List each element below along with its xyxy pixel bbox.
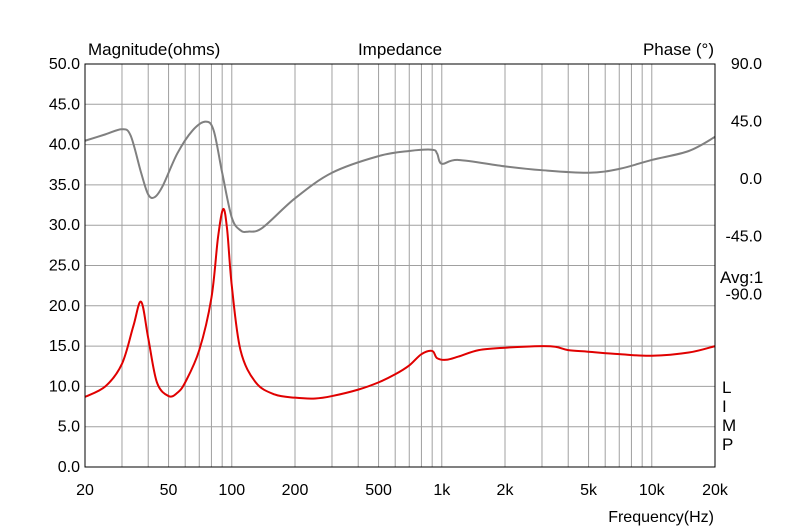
side-label-m: M xyxy=(722,416,736,435)
x-tick-label: 10k xyxy=(639,482,666,499)
impedance-line xyxy=(84,208,716,400)
x-tick-label: 20k xyxy=(702,482,729,499)
x-tick-label: 20 xyxy=(76,482,94,499)
x-tick-label: 2k xyxy=(497,482,515,499)
y-axis-title: Magnitude(ohms) xyxy=(88,40,220,59)
x-axis-title: Frequency(Hz) xyxy=(608,509,714,526)
y2-tick-label: -90.0 xyxy=(726,286,763,303)
y-tick-label: 50.0 xyxy=(49,56,80,73)
x-tick-label: 1k xyxy=(433,482,451,499)
side-label-i: I xyxy=(722,397,727,416)
chart-title: Impedance xyxy=(358,40,442,59)
tick-labels: 0.0 5.0 10.0 15.0 20.0 25.0 30.0 35.0 40.0 45.0 50… xyxy=(49,56,762,499)
y2-tick-label: 45.0 xyxy=(731,114,762,131)
side-label-l: L xyxy=(722,378,731,397)
y-tick-label: 45.0 xyxy=(49,96,80,113)
y2-axis-title: Phase (°) xyxy=(643,40,714,59)
x-tick-label: 500 xyxy=(365,482,392,499)
grid xyxy=(85,63,715,468)
y2-tick-label: 90.0 xyxy=(731,56,762,73)
y-tick-label: 0.0 xyxy=(58,459,80,476)
y-tick-label: 40.0 xyxy=(49,137,80,154)
y2-tick-label: -45.0 xyxy=(726,229,763,246)
y2-tick-label: 0.0 xyxy=(740,171,762,188)
y-tick-label: 30.0 xyxy=(49,217,80,234)
plot-frame xyxy=(84,63,716,468)
phase-line xyxy=(84,120,716,233)
y-tick-label: 20.0 xyxy=(49,298,80,315)
x-tick-label: 200 xyxy=(282,482,309,499)
y-tick-label: 25.0 xyxy=(49,258,80,275)
x-tick-label: 100 xyxy=(218,482,245,499)
y-tick-label: 35.0 xyxy=(49,177,80,194)
x-tick-label: 50 xyxy=(160,482,178,499)
y-tick-label: 15.0 xyxy=(49,338,80,355)
series-lines xyxy=(84,120,716,400)
y-tick-label: 5.0 xyxy=(58,419,80,436)
x-tick-label: 5k xyxy=(580,482,598,499)
avg-label: Avg:1 xyxy=(720,268,763,287)
y-tick-label: 10.0 xyxy=(49,378,80,395)
side-label-p: P xyxy=(722,435,733,454)
